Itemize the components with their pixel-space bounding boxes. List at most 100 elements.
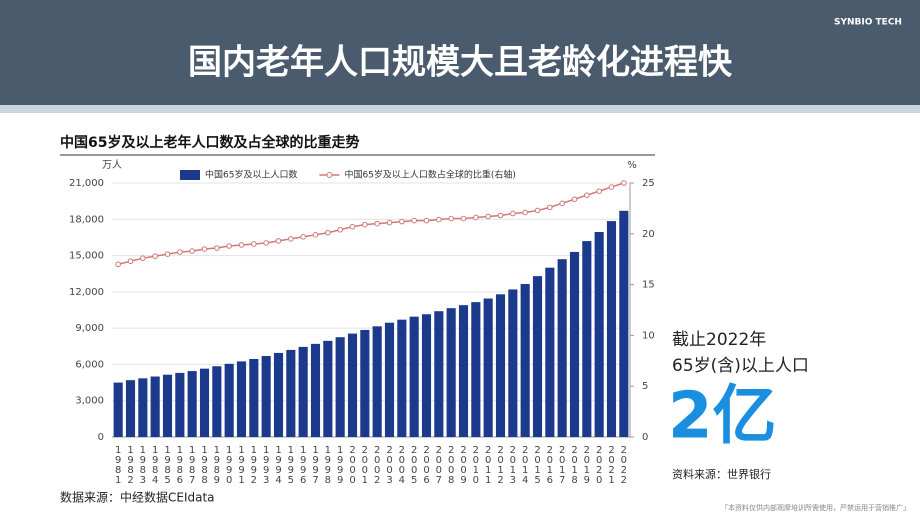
bar <box>273 352 284 437</box>
line-marker <box>127 258 134 265</box>
bar <box>187 371 197 437</box>
line-marker <box>423 217 430 224</box>
line-marker <box>115 261 121 268</box>
x-tick-label: 1992 <box>248 445 259 485</box>
bar <box>335 337 345 437</box>
slide-title: 国内老年人口规模大且老龄化进程快 <box>188 43 733 83</box>
x-tick-label: 1993 <box>261 445 272 485</box>
bar <box>150 376 160 437</box>
x-tick-label: 2009 <box>458 445 469 485</box>
x-tick-label: 2011 <box>483 445 494 485</box>
line-marker <box>621 180 627 186</box>
line-marker <box>152 253 158 259</box>
line-marker <box>399 218 405 225</box>
x-tick-label: 2002 <box>372 445 383 485</box>
bar <box>224 363 234 437</box>
y-tick-label: 12,000 <box>69 287 104 298</box>
y-tick-label: 18,000 <box>69 214 104 225</box>
bar <box>113 382 123 437</box>
x-tick-label: 1985 <box>162 445 173 485</box>
x-tick-label: 2022 <box>618 445 629 485</box>
header-band <box>0 0 920 105</box>
line-marker <box>300 234 306 240</box>
x-tick-label: 2008 <box>446 445 457 485</box>
line-marker <box>251 241 257 247</box>
line-marker <box>263 240 269 246</box>
x-tick-label: 2012 <box>495 445 506 485</box>
line-marker <box>460 215 467 222</box>
line-marker <box>275 238 282 244</box>
x-tick-label: 1987 <box>187 445 198 485</box>
line-marker <box>448 215 454 222</box>
bar <box>446 308 456 437</box>
bar <box>606 221 617 437</box>
line-marker <box>189 248 195 254</box>
bar <box>495 294 506 437</box>
line-marker <box>522 209 528 216</box>
bar <box>236 361 247 437</box>
bar <box>409 316 419 437</box>
line-marker <box>485 213 491 220</box>
bar <box>520 283 530 437</box>
x-tick-label: 2018 <box>569 445 580 485</box>
line-marker <box>325 229 331 236</box>
bar <box>471 302 481 437</box>
x-tick-label: 2020 <box>594 445 605 485</box>
line-marker <box>386 219 393 226</box>
x-tick-label: 2005 <box>409 445 420 485</box>
x-tick-label: 2014 <box>520 445 531 485</box>
bar <box>162 374 173 437</box>
line-marker <box>238 242 245 248</box>
x-tick-label: 1999 <box>335 445 346 485</box>
x-tick-label: 1983 <box>137 445 148 485</box>
x-tick-label: 1997 <box>310 445 321 485</box>
y2-axis-unit: % <box>627 160 637 171</box>
line-marker <box>497 212 504 219</box>
bar <box>175 372 185 437</box>
legend-label: 中国65岁及以上人口数占全球的比重(右轴) <box>344 169 515 181</box>
side-line2: 65岁(含)以上人口 <box>672 356 809 376</box>
line-marker <box>164 251 171 257</box>
line-marker <box>473 214 479 221</box>
x-tick-label: 2017 <box>557 445 568 485</box>
line-marker <box>547 204 553 211</box>
line-marker <box>534 207 541 214</box>
bar <box>125 380 136 437</box>
legend-swatch <box>180 170 200 180</box>
x-tick-label: 2007 <box>433 445 444 485</box>
side-big: 2亿 <box>668 380 777 454</box>
y2-tick-label: 25 <box>642 178 655 189</box>
line-marker <box>312 232 319 238</box>
x-tick-label: 2006 <box>421 445 432 485</box>
line-marker <box>177 249 183 255</box>
x-tick-label: 2001 <box>359 445 370 485</box>
line-marker <box>559 200 565 207</box>
bar <box>545 267 555 437</box>
bar <box>594 231 604 437</box>
line-marker <box>596 188 602 194</box>
bar <box>384 322 395 437</box>
y2-tick-label: 0 <box>642 432 648 443</box>
x-tick-label: 2021 <box>606 445 617 485</box>
x-tick-label: 2015 <box>532 445 543 485</box>
line-marker <box>608 184 615 190</box>
bar <box>458 305 469 437</box>
line-marker <box>214 245 220 251</box>
x-tick-label: 1982 <box>125 445 136 485</box>
y-axis-unit: 万人 <box>102 159 122 171</box>
legend-label: 中国65岁及以上人口数 <box>205 169 297 181</box>
x-tick-label: 2013 <box>507 445 518 485</box>
x-tick-label: 1995 <box>285 445 296 485</box>
chart-source: 数据来源：中经数据CEIdata <box>60 490 215 505</box>
x-tick-label: 1991 <box>236 445 247 485</box>
y-tick-label: 21,000 <box>69 178 104 189</box>
x-tick-label: 1984 <box>150 445 161 485</box>
x-tick-label: 1989 <box>211 445 222 485</box>
bar <box>249 358 259 437</box>
bar <box>397 319 407 437</box>
y-tick-label: 6,000 <box>75 359 104 370</box>
line-marker <box>436 216 442 223</box>
line-marker <box>337 226 343 233</box>
bar <box>199 368 210 437</box>
